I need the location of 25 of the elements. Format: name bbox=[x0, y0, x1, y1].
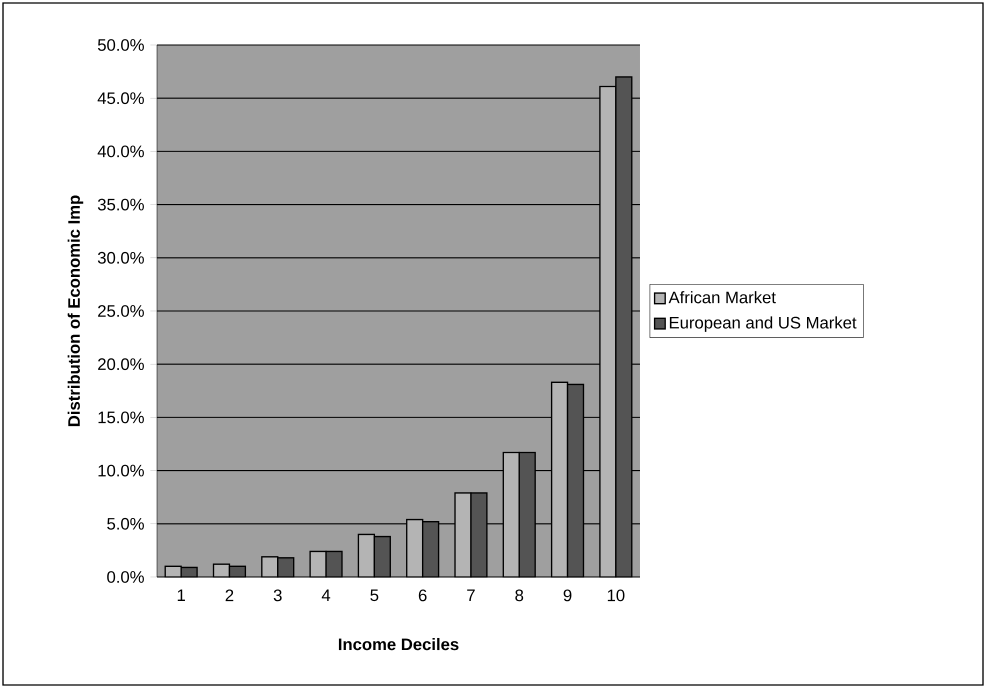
x-tick-label: 9 bbox=[564, 589, 572, 602]
y-tick-label: 40.0% bbox=[98, 146, 144, 158]
x-tick-label: 6 bbox=[418, 589, 427, 602]
y-tick-label: 5.0% bbox=[107, 518, 144, 530]
x-axis-title: Income Deciles bbox=[338, 638, 458, 650]
x-tick-label: 5 bbox=[370, 589, 378, 602]
x-tick-label: 3 bbox=[274, 589, 282, 602]
y-tick-label: 45.0% bbox=[98, 92, 144, 104]
y-tick-label: 25.0% bbox=[98, 305, 144, 317]
y-tick-label: 15.0% bbox=[98, 412, 144, 424]
x-tick-label: 2 bbox=[226, 589, 234, 602]
y-tick-label: 20.0% bbox=[98, 358, 144, 370]
y-tick-label: 0.0% bbox=[107, 571, 144, 583]
y-tick-label: 50.0% bbox=[98, 39, 144, 51]
x-tick-label: 1 bbox=[178, 589, 185, 601]
x-tick-label: 8 bbox=[515, 589, 524, 602]
legend-label: African Market bbox=[668, 291, 776, 304]
y-tick-label: 30.0% bbox=[98, 252, 144, 264]
x-tick-label: 10 bbox=[608, 589, 624, 602]
x-tick-label: 4 bbox=[322, 589, 330, 601]
y-tick-label: 10.0% bbox=[98, 464, 144, 476]
y-tick-label: 35.0% bbox=[98, 198, 144, 210]
legend-label: European and US Market bbox=[670, 316, 856, 332]
x-tick-label: 7 bbox=[467, 589, 475, 601]
y-axis-title: Distribution of Economic Imp bbox=[68, 195, 84, 426]
